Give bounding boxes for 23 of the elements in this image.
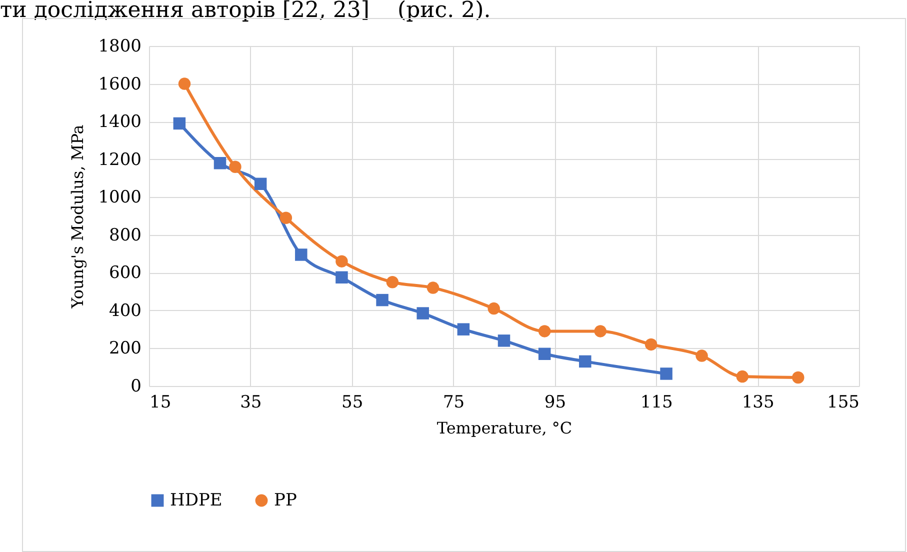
x-tick-label: 75 bbox=[442, 392, 465, 412]
x-axis-title: Temperature, °C bbox=[436, 418, 572, 438]
y-tick-label: 600 bbox=[109, 263, 142, 284]
x-tick-label: 55 bbox=[342, 392, 364, 412]
x-tick-label: 115 bbox=[640, 392, 673, 412]
y-tick-label: 1800 bbox=[98, 36, 142, 56]
y-tick-label: 800 bbox=[109, 225, 142, 246]
x-tick-label: 15 bbox=[150, 392, 172, 412]
x-tick-label: 95 bbox=[544, 392, 566, 412]
y-tick-label: 400 bbox=[109, 300, 142, 321]
x-tick-label: 135 bbox=[742, 392, 774, 412]
y-tick-label: 1000 bbox=[98, 188, 142, 208]
y-tick-label: 0 bbox=[130, 376, 142, 396]
x-tick-label: 155 bbox=[827, 392, 860, 412]
y-tick-label: 200 bbox=[109, 338, 142, 359]
legend-label: HDPE bbox=[170, 490, 222, 511]
text: ти дослідження авторів [22, 23] (рис. 2). bbox=[0, 0, 492, 23]
y-tick-label: 1200 bbox=[98, 150, 142, 170]
x-tick-label: 35 bbox=[240, 392, 262, 412]
y-tick-label: 1600 bbox=[98, 74, 142, 94]
y-axis-title: Young's Modulus, MPa bbox=[68, 124, 88, 310]
legend-label: PP bbox=[274, 490, 297, 511]
y-tick-label: 1400 bbox=[98, 112, 142, 132]
